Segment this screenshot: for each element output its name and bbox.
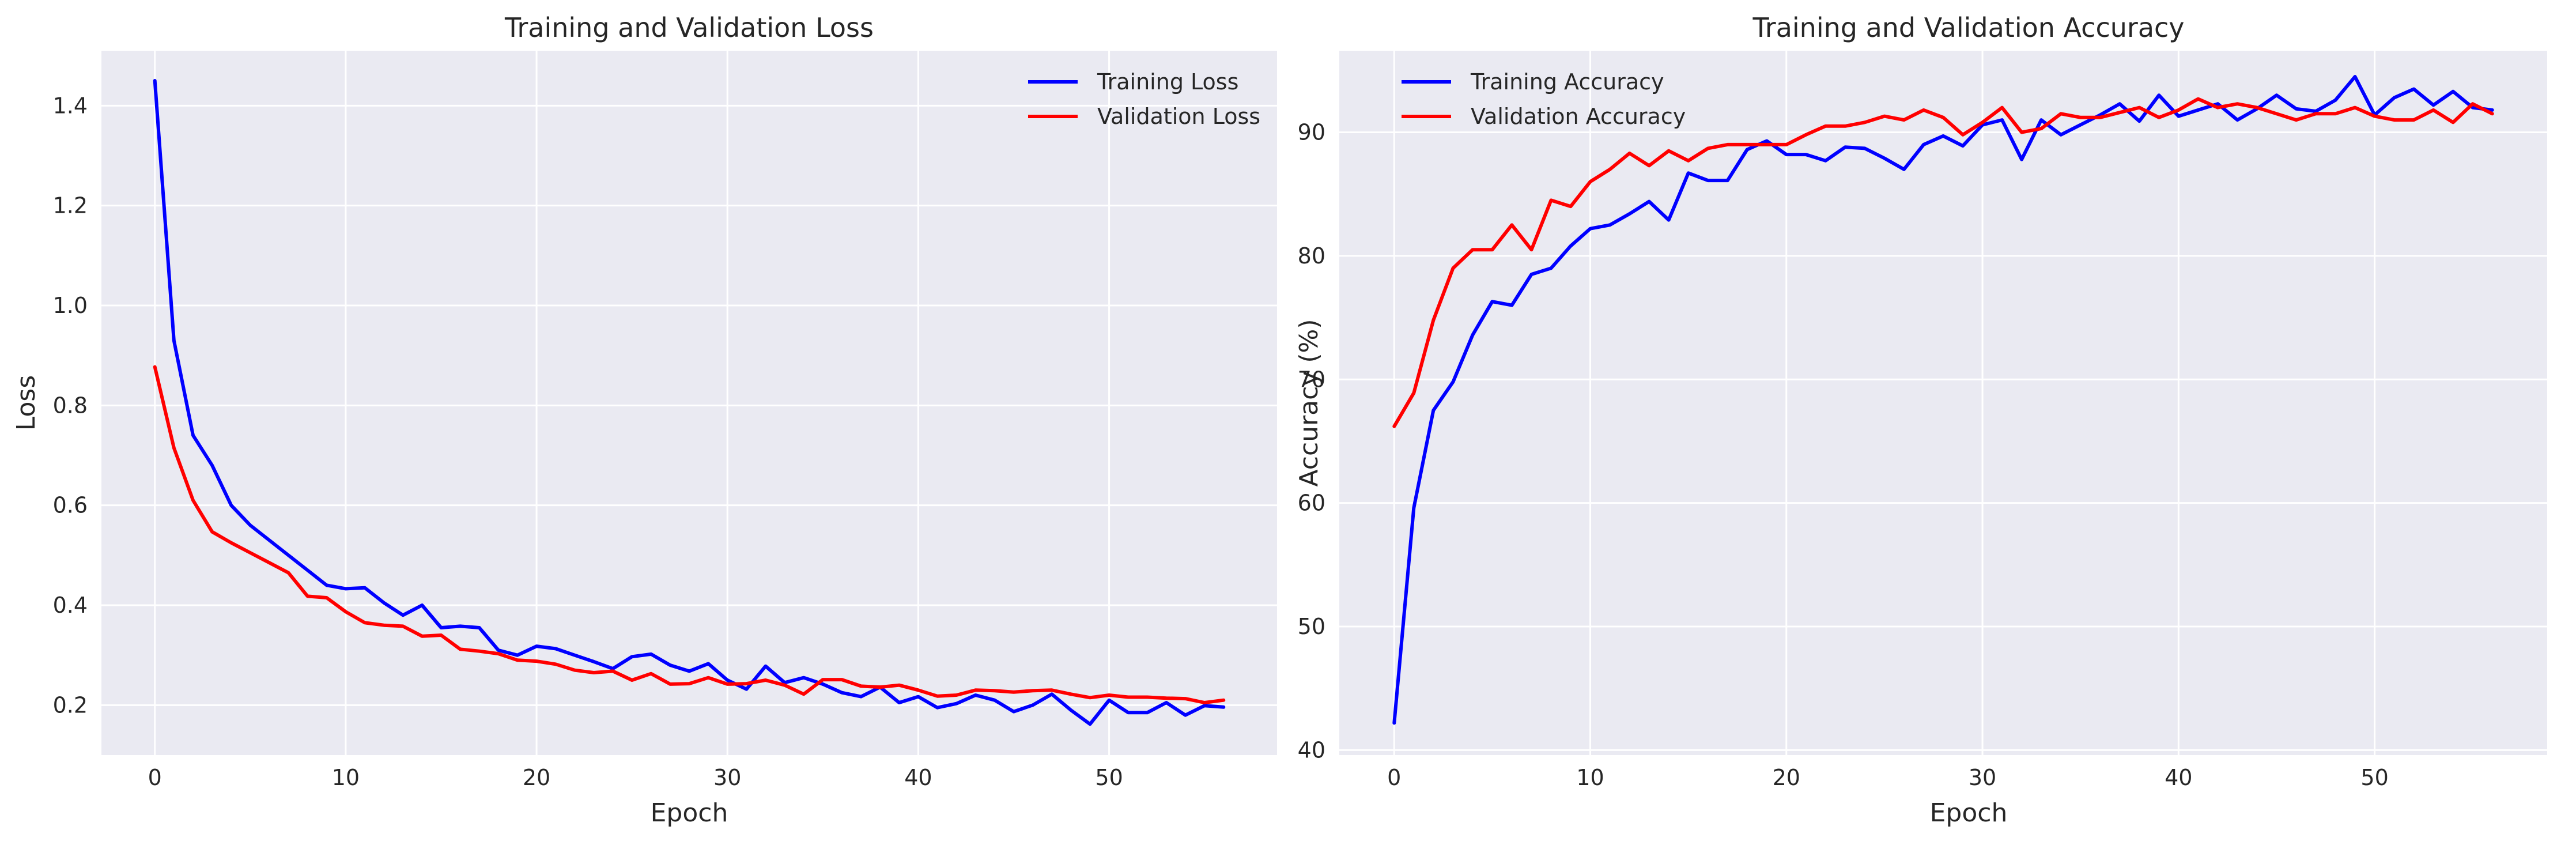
series-line-validation-loss <box>153 365 1226 704</box>
series-line-training-loss <box>153 79 1226 726</box>
x-tick-label: 0 <box>1387 765 1401 790</box>
x-tick-label: 50 <box>2360 765 2388 790</box>
legend-training-loss-label: Training Loss <box>1097 69 1238 95</box>
series-line-validation-accuracy <box>1392 97 2494 428</box>
accuracy-grid <box>1339 51 2547 755</box>
x-tick-label: 30 <box>1969 765 1996 790</box>
loss-chart: Training and Validation Loss 0 10 20 30 40 50… <box>12 12 1277 828</box>
loss-x-axis-label: Epoch <box>651 798 728 828</box>
x-tick-label: 0 <box>148 765 162 790</box>
loss-lines <box>153 79 1226 726</box>
y-tick-label: 90 <box>1298 119 1325 145</box>
x-tick-label: 40 <box>904 765 932 790</box>
loss-xtick-labels: 0 10 20 30 40 50 <box>148 765 1123 790</box>
loss-ytick-labels: 0.2 0.4 0.6 0.8 1.0 1.2 1.4 <box>53 93 88 718</box>
y-tick-label: 1.0 <box>53 293 88 318</box>
y-tick-label: 70 <box>1298 367 1325 392</box>
x-tick-label: 40 <box>2165 765 2192 790</box>
x-tick-label: 10 <box>1576 765 1604 790</box>
loss-y-axis-label: Loss <box>12 375 41 431</box>
y-tick-label: 0.4 <box>53 593 88 618</box>
loss-chart-title: Training and Validation Loss <box>504 12 874 43</box>
legend-validation-accuracy-label: Validation Accuracy <box>1471 104 1686 129</box>
y-tick-label: 0.2 <box>53 692 88 718</box>
y-tick-label: 50 <box>1298 614 1325 639</box>
accuracy-ytick-labels: 40 50 60 70 80 90 <box>1298 119 1325 763</box>
x-tick-label: 20 <box>1773 765 1800 790</box>
accuracy-plot-area <box>1339 51 2547 755</box>
accuracy-xtick-labels: 0 10 20 30 40 50 <box>1387 765 2389 790</box>
x-tick-label: 10 <box>332 765 360 790</box>
accuracy-lines <box>1392 75 2494 725</box>
y-tick-label: 1.2 <box>53 193 88 218</box>
legend-validation-loss-label: Validation Loss <box>1097 104 1260 129</box>
y-tick-label: 40 <box>1298 737 1325 763</box>
legend-training-accuracy-label: Training Accuracy <box>1470 69 1664 95</box>
accuracy-chart-title: Training and Validation Accuracy <box>1752 12 2184 43</box>
x-tick-label: 50 <box>1095 765 1123 790</box>
series-line-training-accuracy <box>1392 75 2494 725</box>
accuracy-legend: Training Accuracy Validation Accuracy <box>1402 69 1686 129</box>
loss-grid <box>101 51 1277 755</box>
y-tick-label: 0.8 <box>53 393 88 418</box>
x-tick-label: 30 <box>713 765 741 790</box>
accuracy-chart: Training and Validation Accuracy 0 10 20 30… <box>1294 12 2547 828</box>
y-tick-label: 60 <box>1298 491 1325 516</box>
x-tick-label: 20 <box>523 765 550 790</box>
y-tick-label: 0.6 <box>53 493 88 518</box>
y-tick-label: 1.4 <box>53 93 88 118</box>
loss-legend: Training Loss Validation Loss <box>1028 69 1260 129</box>
accuracy-x-axis-label: Epoch <box>1930 798 2008 828</box>
accuracy-y-axis-label: Accuracy (%) <box>1294 319 1324 486</box>
loss-plot-area <box>101 51 1277 755</box>
y-tick-label: 80 <box>1298 243 1325 269</box>
